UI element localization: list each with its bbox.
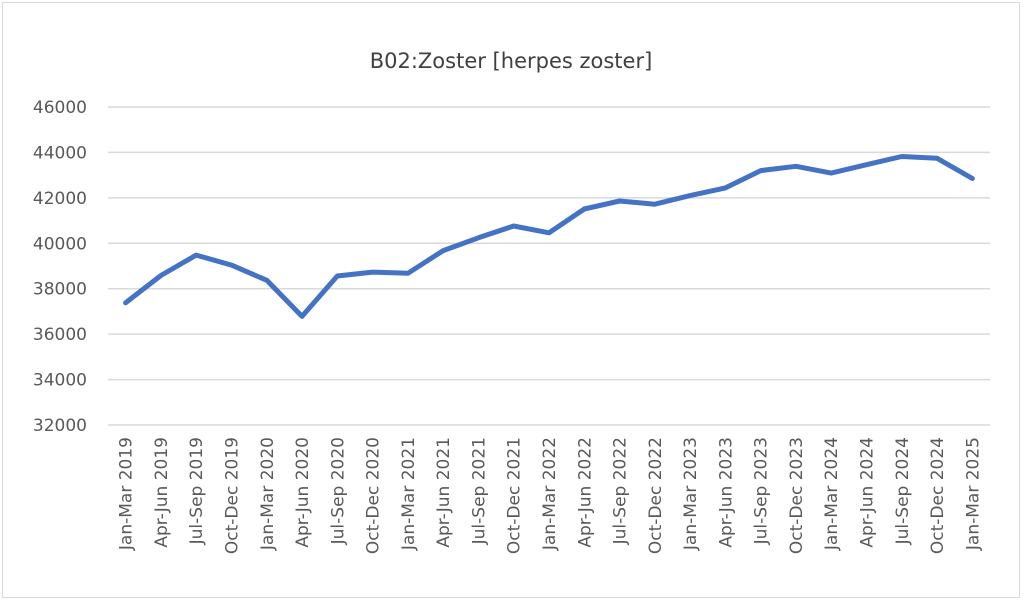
x-tick-label: Jan-Mar 2024 xyxy=(822,437,842,551)
x-tick-label: Apr-Jun 2024 xyxy=(858,437,878,548)
x-axis-ticks: Jan-Mar 2019 Apr-Jun 2019 Jul-Sep 2019 Oct-… xyxy=(117,437,984,554)
x-tick-label: Jan-Mar 2020 xyxy=(258,437,278,551)
gridlines xyxy=(108,106,990,426)
x-tick-label: Apr-Jun 2023 xyxy=(716,437,736,548)
x-tick-label: Jan-Mar 2022 xyxy=(540,437,560,551)
x-tick-label: Oct-Dec 2024 xyxy=(928,437,948,554)
x-tick-label: Oct-Dec 2021 xyxy=(505,437,525,554)
y-tick-label: 36000 xyxy=(33,325,87,345)
x-tick-label: Apr-Jun 2022 xyxy=(575,437,595,548)
x-tick-label: Jul-Sep 2024 xyxy=(893,437,913,545)
y-tick-label: 44000 xyxy=(33,143,87,163)
y-axis-ticks: 32000 34000 36000 38000 40000 42000 44000 46000 xyxy=(33,98,87,436)
x-tick-label: Jul-Sep 2019 xyxy=(187,437,207,545)
x-tick-label: Jul-Sep 2023 xyxy=(752,437,772,545)
x-tick-label: Jul-Sep 2021 xyxy=(469,437,489,545)
x-tick-label: Jul-Sep 2022 xyxy=(611,437,631,545)
x-tick-label: Apr-Jun 2020 xyxy=(293,437,313,548)
x-tick-label: Apr-Jun 2021 xyxy=(434,437,454,548)
y-tick-label: 40000 xyxy=(33,234,87,254)
x-tick-label: Jan-Mar 2023 xyxy=(681,437,701,551)
x-tick-label: Jul-Sep 2020 xyxy=(328,437,348,545)
x-tick-label: Oct-Dec 2022 xyxy=(646,437,666,554)
chart-title: B02:Zoster [herpes zoster] xyxy=(370,49,653,73)
y-tick-label: 46000 xyxy=(33,98,87,118)
y-tick-label: 34000 xyxy=(33,371,87,391)
x-tick-label: Jan-Mar 2019 xyxy=(117,437,137,551)
series-line xyxy=(123,154,975,319)
x-tick-label: Oct-Dec 2019 xyxy=(222,437,242,554)
y-tick-label: 42000 xyxy=(33,189,87,209)
y-tick-label: 38000 xyxy=(33,280,87,300)
y-tick-label: 32000 xyxy=(33,416,87,436)
x-tick-label: Apr-Jun 2019 xyxy=(152,437,172,548)
x-tick-label: Oct-Dec 2020 xyxy=(364,437,384,554)
x-tick-label: Jan-Mar 2021 xyxy=(399,437,419,551)
x-tick-label: Jan-Mar 2025 xyxy=(963,437,983,551)
x-tick-label: Oct-Dec 2023 xyxy=(787,437,807,554)
